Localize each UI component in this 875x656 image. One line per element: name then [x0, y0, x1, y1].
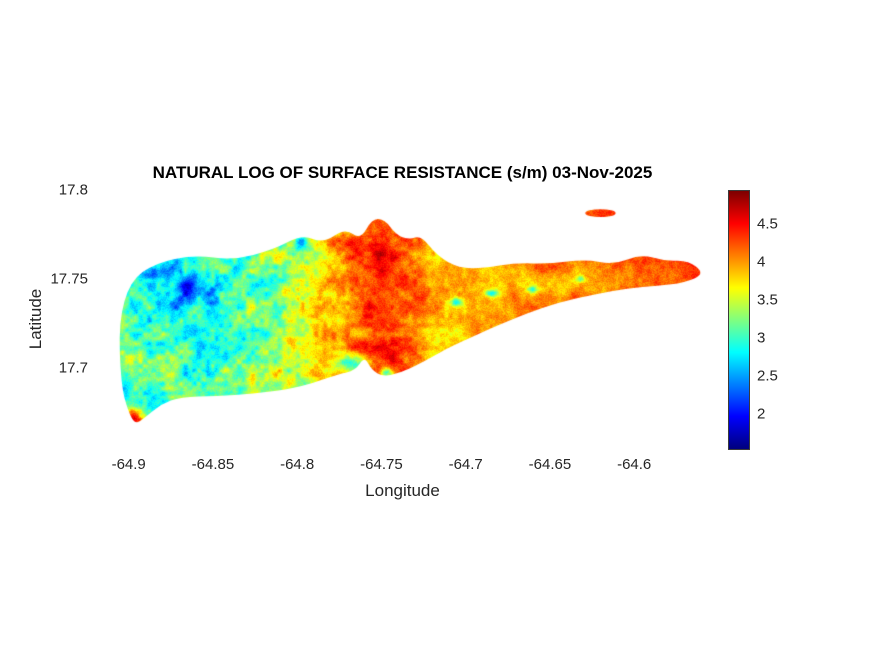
colorbar	[728, 190, 750, 450]
y-axis-label: Latitude	[26, 288, 45, 350]
xtick-label: -64.85	[191, 456, 235, 473]
cbtick-label: 4	[757, 253, 766, 271]
cbtick-label: 2.5	[757, 367, 778, 385]
plot-area	[95, 190, 710, 448]
cbtick-label: 4.5	[757, 215, 778, 233]
xtick-label: -64.7	[448, 456, 483, 473]
xtick-label: -64.6	[617, 456, 652, 473]
x-axis-label: Longitude	[365, 481, 440, 500]
chart-title: NATURAL LOG OF SURFACE RESISTANCE (s/m) …	[152, 163, 653, 182]
ytick-label: 17.7	[58, 359, 88, 377]
xtick-label: -64.9	[111, 456, 146, 473]
xtick-label: -64.75	[360, 456, 403, 473]
cbtick-label: 3.5	[757, 291, 778, 309]
ytick-label: 17.75	[50, 270, 88, 288]
xtick-label: -64.65	[528, 456, 572, 473]
cbtick-label: 3	[757, 329, 766, 347]
ytick-label: 17.8	[58, 181, 88, 199]
xtick-label: -64.8	[280, 456, 315, 473]
cbtick-label: 2	[757, 405, 766, 423]
heatmap-canvas	[95, 190, 710, 448]
